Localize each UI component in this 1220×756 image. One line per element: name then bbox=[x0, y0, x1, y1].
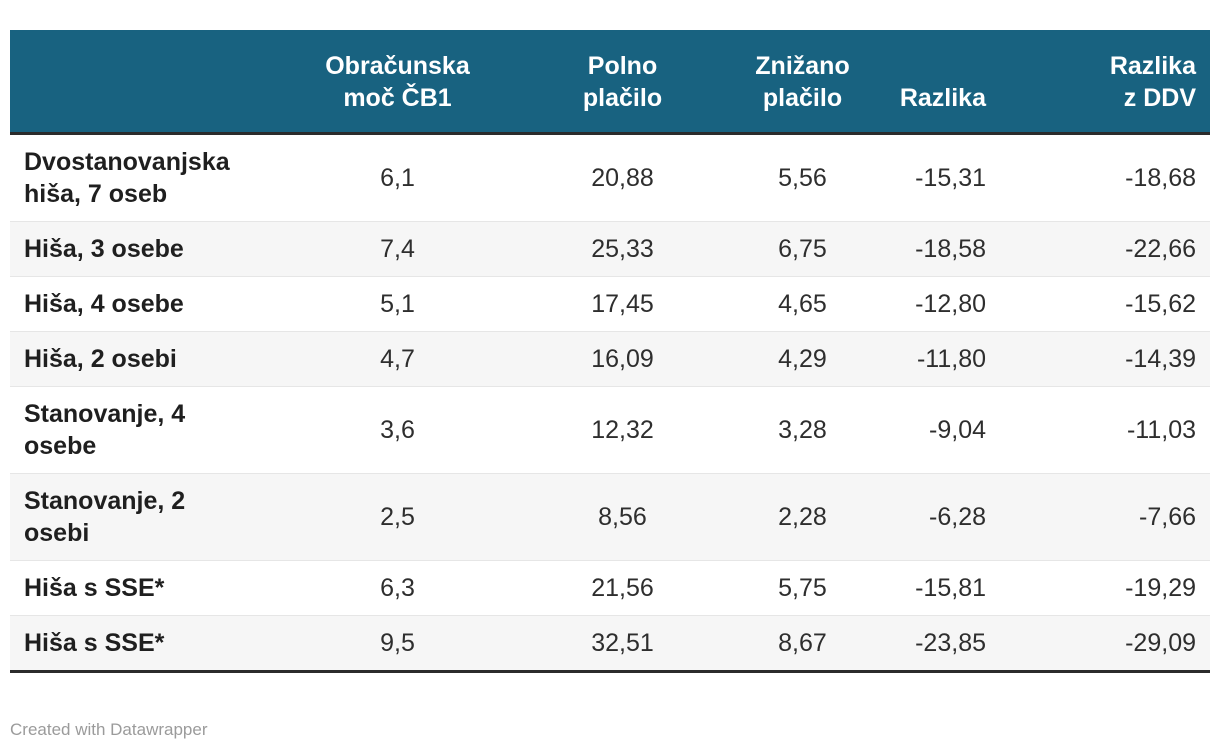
cell-value: 4,29 bbox=[740, 331, 865, 387]
row-label: Hiša, 2 osebi bbox=[10, 331, 290, 387]
cell-value: -29,09 bbox=[1000, 615, 1210, 673]
column-header-razlika-z-ddv: Razlika z DDV bbox=[1000, 30, 1210, 135]
cell-value: 12,32 bbox=[505, 386, 740, 474]
cell-value: 25,33 bbox=[505, 221, 740, 277]
column-header-empty bbox=[10, 30, 290, 135]
cell-value: 6,3 bbox=[290, 560, 505, 616]
cell-value: 2,28 bbox=[740, 473, 865, 561]
datawrapper-attribution-link[interactable]: Created with Datawrapper bbox=[10, 720, 208, 739]
cell-value: -11,03 bbox=[1000, 386, 1210, 474]
row-label: Stanovanje, 4 osebe bbox=[10, 386, 290, 474]
attribution-footer: Created with Datawrapper bbox=[10, 720, 207, 740]
row-label: Hiša, 3 osebe bbox=[10, 221, 290, 277]
header-row: Obračunska moč ČB1 Polno plačilo Znižano… bbox=[10, 30, 1210, 135]
table-row: Stanovanje, 4 osebe 3,6 12,32 3,28 -9,04… bbox=[10, 386, 1210, 474]
table-container: Obračunska moč ČB1 Polno plačilo Znižano… bbox=[10, 30, 1210, 673]
cell-value: 2,5 bbox=[290, 473, 505, 561]
cell-value: 7,4 bbox=[290, 221, 505, 277]
column-header-znizano-placilo: Znižano plačilo bbox=[740, 30, 865, 135]
cell-value: 8,67 bbox=[740, 615, 865, 673]
cell-value: -22,66 bbox=[1000, 221, 1210, 277]
cell-value: -9,04 bbox=[865, 386, 1000, 474]
cell-value: 6,75 bbox=[740, 221, 865, 277]
table-body: Dvostanovanjska hiša, 7 oseb 6,1 20,88 5… bbox=[10, 134, 1210, 673]
cell-value: -11,80 bbox=[865, 331, 1000, 387]
row-label: Hiša s SSE* bbox=[10, 560, 290, 616]
cell-value: -6,28 bbox=[865, 473, 1000, 561]
row-label: Hiša, 4 osebe bbox=[10, 276, 290, 332]
cell-value: -19,29 bbox=[1000, 560, 1210, 616]
cell-value: -15,62 bbox=[1000, 276, 1210, 332]
cell-value: 5,1 bbox=[290, 276, 505, 332]
table-header: Obračunska moč ČB1 Polno plačilo Znižano… bbox=[10, 30, 1210, 135]
column-header-polno-placilo: Polno plačilo bbox=[505, 30, 740, 135]
cell-value: -12,80 bbox=[865, 276, 1000, 332]
cell-value: 9,5 bbox=[290, 615, 505, 673]
table-row: Hiša s SSE* 9,5 32,51 8,67 -23,85 -29,09 bbox=[10, 615, 1210, 673]
cell-value: 16,09 bbox=[505, 331, 740, 387]
cell-value: -15,81 bbox=[865, 560, 1000, 616]
cell-value: 5,75 bbox=[740, 560, 865, 616]
data-table: Obračunska moč ČB1 Polno plačilo Znižano… bbox=[10, 30, 1210, 673]
cell-value: -7,66 bbox=[1000, 473, 1210, 561]
table-row: Stanovanje, 2 osebi 2,5 8,56 2,28 -6,28 … bbox=[10, 473, 1210, 561]
column-header-obracunska-moc-cb1: Obračunska moč ČB1 bbox=[290, 30, 505, 135]
cell-value: -14,39 bbox=[1000, 331, 1210, 387]
table-row: Hiša, 2 osebi 4,7 16,09 4,29 -11,80 -14,… bbox=[10, 331, 1210, 387]
cell-value: 3,6 bbox=[290, 386, 505, 474]
cell-value: 6,1 bbox=[380, 164, 415, 192]
cell-value: -18,58 bbox=[865, 221, 1000, 277]
cell-value: 5,56 bbox=[778, 164, 827, 192]
row-label: Stanovanje, 2 osebi bbox=[10, 473, 290, 561]
cell-value: 20,88 bbox=[591, 164, 654, 192]
row-label: Hiša s SSE* bbox=[10, 615, 290, 673]
cell-value: 32,51 bbox=[505, 615, 740, 673]
cell-value: -15,31 bbox=[915, 164, 986, 192]
table-row: Hiša, 4 osebe 5,1 17,45 4,65 -12,80 -15,… bbox=[10, 276, 1210, 332]
cell-value: -18,68 bbox=[1125, 164, 1196, 192]
table-row: Hiša s SSE* 6,3 21,56 5,75 -15,81 -19,29 bbox=[10, 560, 1210, 616]
row-label: Dvostanovanjska hiša, 7 oseb bbox=[24, 148, 230, 208]
table-row: Hiša, 3 osebe 7,4 25,33 6,75 -18,58 -22,… bbox=[10, 221, 1210, 277]
cell-value: 3,28 bbox=[740, 386, 865, 474]
column-header-razlika: Razlika bbox=[865, 30, 1000, 135]
cell-value: 8,56 bbox=[505, 473, 740, 561]
cell-value: 17,45 bbox=[505, 276, 740, 332]
cell-value: 21,56 bbox=[505, 560, 740, 616]
cell-value: 4,65 bbox=[740, 276, 865, 332]
table-row: Dvostanovanjska hiša, 7 oseb 6,1 20,88 5… bbox=[10, 134, 1210, 222]
cell-value: -23,85 bbox=[865, 615, 1000, 673]
cell-value: 4,7 bbox=[290, 331, 505, 387]
